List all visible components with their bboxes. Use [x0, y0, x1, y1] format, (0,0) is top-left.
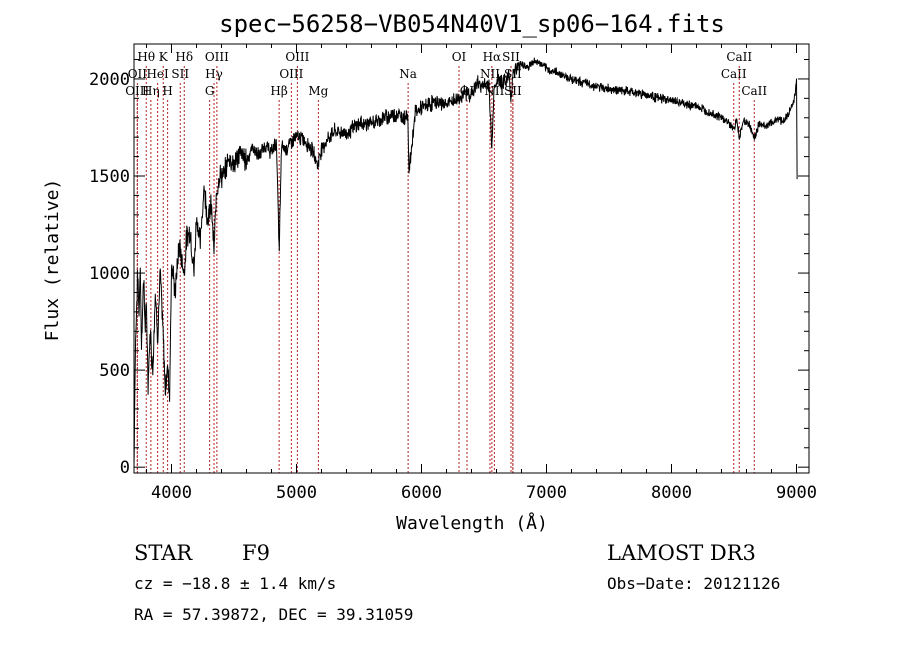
line-label: NII [480, 67, 500, 81]
line-label: Hη [142, 84, 160, 98]
line-label: OIII [205, 50, 229, 64]
y-tick-label: 500 [99, 361, 130, 381]
line-label: CaII [726, 50, 752, 64]
line-label: OI [452, 50, 467, 64]
x-tick-label: 6000 [401, 483, 442, 503]
sky-coordinates: RA = 57.39872, DEC = 39.31059 [134, 605, 413, 624]
survey-name: LAMOST DR3 [607, 541, 756, 565]
line-label: SII [171, 67, 189, 81]
line-label: OIII [285, 50, 309, 64]
y-tick-label: 1500 [89, 167, 130, 187]
line-label: HeI [146, 67, 169, 81]
line-label: G [205, 84, 215, 98]
observation-date: Obs−Date: 20121126 [607, 574, 780, 593]
spectral-subclass: F9 [242, 541, 270, 565]
y-tick-label: 0 [120, 458, 130, 478]
redshift-velocity: cz = −18.8 ± 1.4 km/s [134, 574, 336, 593]
line-label: H [162, 84, 172, 98]
x-tick-label: 8000 [651, 483, 692, 503]
x-tick-label: 5000 [276, 483, 317, 503]
line-label: OII [128, 67, 148, 81]
x-axis: 4000 5000 6000 7000 8000 9000 [146, 44, 817, 503]
line-label: Hθ [137, 50, 155, 64]
line-label: Hβ [270, 84, 287, 98]
line-label: SII [504, 84, 522, 98]
line-label: OIII [125, 84, 149, 98]
object-type: STAR [134, 541, 193, 565]
x-tick-label: 9000 [776, 483, 817, 503]
spectrum-line [133, 57, 798, 467]
line-label: Hγ [205, 67, 223, 81]
spectrum-plot [133, 57, 798, 467]
line-label: Hα [483, 50, 502, 64]
x-tick-label: 4000 [151, 483, 192, 503]
line-label: CaII [721, 67, 747, 81]
y-tick-label: 1000 [89, 264, 130, 284]
line-label: SII [502, 50, 520, 64]
x-tick-label: 7000 [526, 483, 567, 503]
x-axis-label: Wavelength (Å) [396, 512, 548, 534]
line-label: OIII [279, 67, 303, 81]
line-label: Mg [308, 84, 328, 98]
y-tick-label: 2000 [89, 70, 130, 90]
chart-title: spec−56258−VB054N40V1_sp06−164.fits [219, 10, 725, 38]
y-axis: 0 500 1000 1500 2000 [89, 59, 809, 478]
line-label: K [159, 50, 169, 64]
line-label: Hδ [175, 50, 193, 64]
plot-frame [133, 43, 810, 474]
line-label: CaII [741, 84, 767, 98]
line-label: Na [399, 67, 417, 81]
y-axis-label: Flux (relative) [42, 179, 63, 342]
